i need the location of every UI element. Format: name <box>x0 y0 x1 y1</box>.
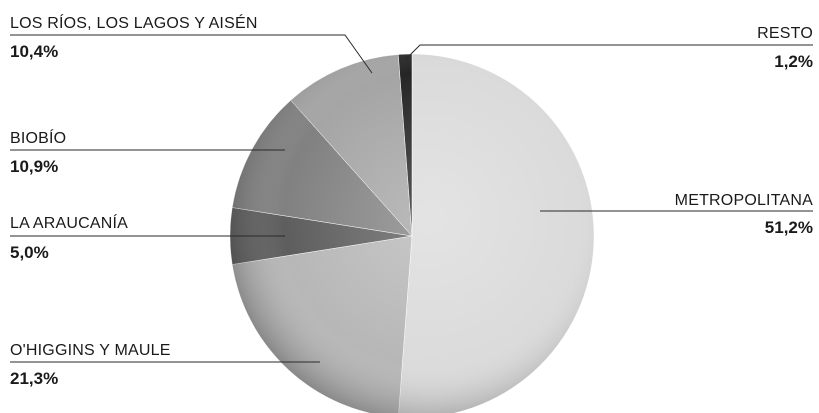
slice-label: RESTO <box>757 25 813 42</box>
slice-label: LA ARAUCANÍA <box>10 213 128 232</box>
leader-line <box>404 44 813 61</box>
pie-slice-o-higgins-y-maule <box>231 235 413 413</box>
slice-label: LOS RÍOS, LOS LAGOS Y AISÉN <box>10 13 258 32</box>
slice-label: O'HIGGINS Y MAULE <box>10 342 171 359</box>
slice-label: METROPOLITANA <box>675 192 813 209</box>
leader-lines <box>10 34 813 363</box>
slice-value-label: 21,3% <box>10 369 58 388</box>
slice-labels: METROPOLITANA 51,2% O'HIGGINS Y MAULE 21,3%… <box>10 13 813 388</box>
leader-line <box>10 34 373 74</box>
pie-slices <box>229 53 595 413</box>
slice-value-label: 51,2% <box>765 218 813 237</box>
slice-value-label: 10,9% <box>10 157 58 176</box>
slice-value-label: 1,2% <box>774 52 813 71</box>
slice-value-label: 5,0% <box>10 243 49 262</box>
slice-label: BIOBÍO <box>10 128 66 147</box>
slice-value-label: 10,4% <box>10 42 58 61</box>
pie-slice-metropolitana <box>398 53 595 413</box>
